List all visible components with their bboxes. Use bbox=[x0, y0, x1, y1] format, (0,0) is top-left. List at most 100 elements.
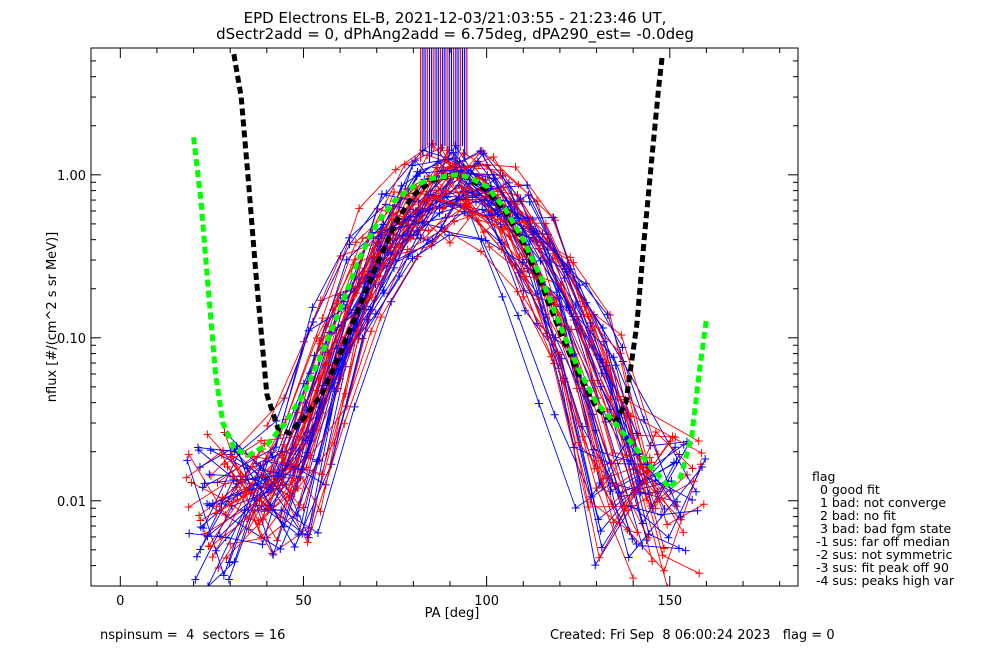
x-axis-label: PA [deg] bbox=[425, 606, 480, 621]
trace-marker bbox=[397, 181, 406, 190]
trace-marker bbox=[640, 415, 649, 424]
trace-marker bbox=[298, 465, 307, 474]
trace-marker bbox=[228, 472, 237, 481]
trace-marker bbox=[476, 147, 485, 156]
trace-marker bbox=[352, 289, 361, 298]
trace-marker bbox=[631, 487, 640, 496]
x-tick-label: 0 bbox=[116, 594, 124, 609]
trace-marker bbox=[321, 360, 330, 369]
trace-marker bbox=[606, 487, 615, 496]
trace-marker bbox=[342, 255, 351, 264]
trace-marker bbox=[279, 453, 288, 462]
trace-marker bbox=[485, 242, 494, 251]
trace-marker bbox=[196, 516, 205, 525]
trace-marker bbox=[400, 160, 409, 169]
trace-marker bbox=[406, 212, 415, 221]
trace-marker bbox=[313, 528, 322, 537]
trace-marker bbox=[663, 520, 672, 529]
trace-marker bbox=[493, 210, 502, 219]
trace-marker bbox=[308, 317, 317, 326]
trace-marker bbox=[473, 157, 482, 166]
trace-marker bbox=[200, 529, 209, 538]
trace-marker bbox=[599, 474, 608, 483]
trace-marker bbox=[499, 183, 508, 192]
trace-marker bbox=[413, 226, 422, 235]
trace-marker bbox=[551, 333, 560, 342]
trace-marker bbox=[598, 324, 607, 333]
trace-marker bbox=[648, 557, 657, 566]
trace-marker bbox=[215, 532, 224, 541]
trace-marker bbox=[318, 314, 327, 323]
trace-marker bbox=[437, 223, 446, 232]
trace-marker bbox=[184, 503, 193, 512]
trace-marker bbox=[486, 206, 495, 215]
trace-marker bbox=[676, 512, 685, 521]
trace-marker bbox=[628, 534, 637, 543]
trace-marker bbox=[660, 566, 669, 575]
trace-marker bbox=[439, 166, 448, 175]
trace-marker bbox=[668, 432, 677, 441]
trace-marker bbox=[633, 528, 642, 537]
trace-marker bbox=[261, 457, 270, 466]
trace-marker bbox=[358, 234, 367, 243]
trace-marker bbox=[371, 309, 380, 318]
trace-marker bbox=[221, 510, 230, 519]
trace-marker bbox=[192, 552, 201, 561]
trace-marker bbox=[667, 583, 669, 586]
trace-marker bbox=[367, 327, 376, 336]
trace-marker bbox=[596, 382, 605, 391]
trace-marker bbox=[569, 258, 578, 267]
trace-marker bbox=[387, 297, 396, 306]
trace-marker bbox=[203, 430, 212, 439]
trace-marker bbox=[260, 507, 269, 516]
trace-marker bbox=[511, 162, 520, 171]
trace-marker bbox=[522, 272, 531, 281]
trace-marker bbox=[350, 402, 359, 411]
chart-title: EPD Electrons EL-B, 2021-12-03/21:03:55 … bbox=[244, 9, 667, 27]
trace-marker bbox=[248, 462, 257, 471]
trace-marker bbox=[290, 486, 299, 495]
trace-marker bbox=[448, 161, 457, 170]
trace-marker bbox=[560, 274, 569, 283]
trace-line bbox=[189, 208, 703, 559]
trace-marker bbox=[693, 506, 702, 515]
trace-marker bbox=[623, 525, 632, 534]
trace-marker bbox=[182, 473, 191, 482]
trace-marker bbox=[408, 161, 417, 170]
trace-marker bbox=[578, 297, 587, 306]
trace-marker bbox=[223, 462, 232, 471]
trace-marker bbox=[535, 245, 544, 254]
trace-marker bbox=[523, 181, 532, 190]
trace-marker bbox=[273, 472, 282, 481]
trace-marker bbox=[514, 311, 523, 320]
trace-marker bbox=[567, 325, 576, 334]
trace-line bbox=[230, 195, 634, 579]
y-tick-label: 0.10 bbox=[57, 332, 86, 347]
trace-marker bbox=[299, 503, 308, 512]
trace-marker bbox=[615, 392, 624, 401]
trace-marker bbox=[477, 234, 486, 243]
trace-marker bbox=[445, 231, 454, 240]
trace-marker bbox=[566, 265, 575, 274]
trace-marker bbox=[304, 326, 313, 335]
footer-left: nspinsum = 4 sectors = 16 bbox=[100, 628, 286, 643]
trace-marker bbox=[679, 528, 688, 537]
trace-marker bbox=[450, 217, 459, 226]
trace-marker bbox=[526, 214, 535, 223]
trace-marker bbox=[267, 484, 276, 493]
trace-marker bbox=[199, 524, 208, 533]
trace-marker bbox=[206, 446, 215, 455]
trace-marker bbox=[521, 306, 530, 315]
data-layer bbox=[182, 48, 710, 586]
trace-marker bbox=[330, 387, 339, 396]
trace-marker bbox=[629, 574, 638, 583]
trace-marker bbox=[194, 443, 203, 452]
trace-marker bbox=[185, 529, 194, 538]
trace-marker bbox=[597, 369, 606, 378]
trace-marker bbox=[438, 204, 447, 213]
trace-marker bbox=[254, 516, 263, 525]
trace-marker bbox=[224, 575, 233, 584]
trace-marker bbox=[225, 558, 234, 567]
trace-marker bbox=[468, 193, 477, 202]
